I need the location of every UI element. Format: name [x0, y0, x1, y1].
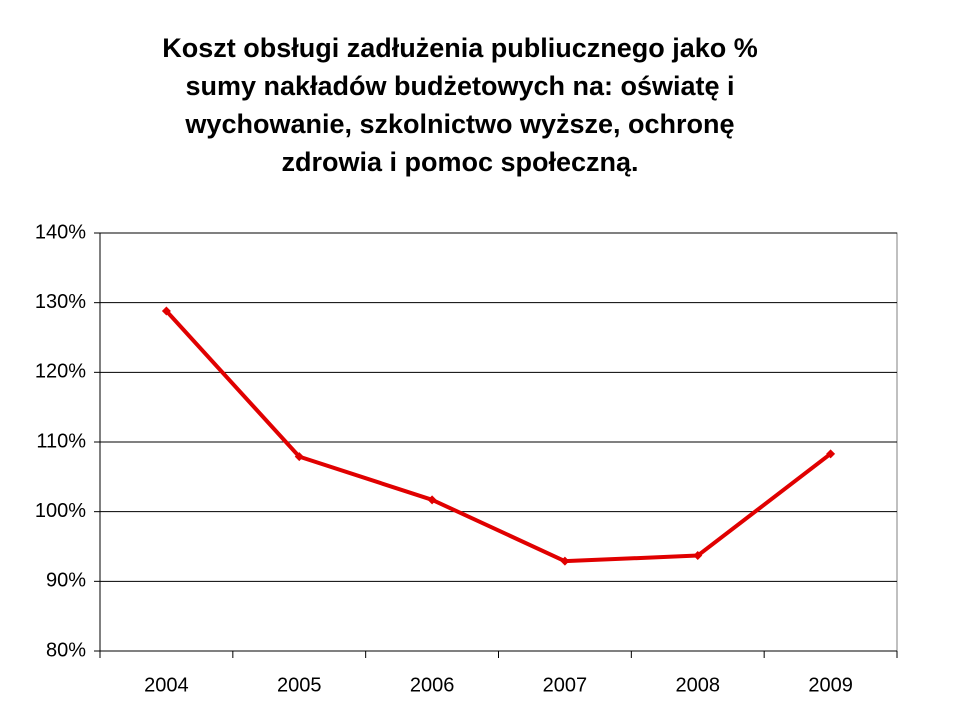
x-tick-label: 2007 [543, 674, 588, 696]
x-tick-label: 2004 [144, 674, 189, 696]
x-tick-label: 2005 [277, 674, 322, 696]
chart-title: sumy nakładów budżetowych na: oświatę i [185, 71, 734, 101]
y-tick-label: 120% [35, 361, 86, 383]
data-point [294, 452, 304, 462]
y-tick-label: 140% [35, 221, 86, 243]
data-point [826, 449, 836, 459]
chart-title: Koszt obsługi zadłużenia publiucznego ja… [162, 33, 758, 63]
data-point [427, 495, 437, 505]
data-point [161, 306, 171, 316]
y-tick-label: 100% [35, 500, 86, 522]
y-tick-label: 110% [36, 430, 86, 452]
data-point [560, 556, 570, 566]
data-point [693, 551, 703, 561]
x-tick-label: 2006 [410, 674, 455, 696]
chart-title: wychowanie, szkolnictwo wyższe, ochronę [184, 109, 734, 139]
y-tick-label: 80% [46, 639, 86, 661]
y-tick-label: 90% [46, 570, 86, 592]
x-tick-label: 2008 [676, 674, 721, 696]
x-tick-label: 2009 [808, 674, 853, 696]
chart-title: zdrowia i pomoc społeczną. [281, 147, 638, 177]
y-tick-label: 130% [35, 291, 86, 313]
data-line [164, 309, 832, 564]
